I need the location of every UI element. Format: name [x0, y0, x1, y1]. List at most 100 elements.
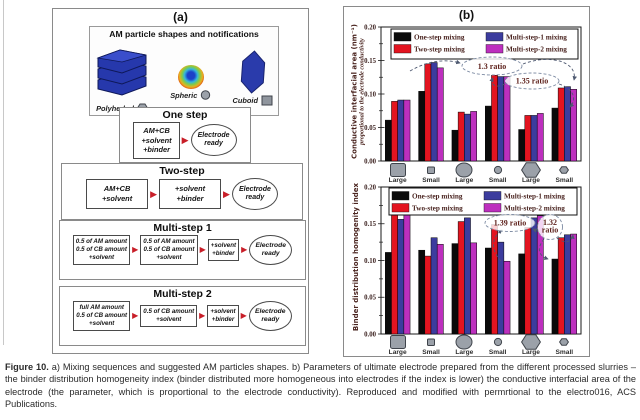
flow-arrow-icon: ▶ [241, 245, 248, 255]
flow-two-step: Two-step AM+CB +solvent ▶ +solvent +binder ▶ El… [61, 163, 303, 220]
page-edge-artifact [3, 0, 4, 345]
x-group-circle-large: Large [448, 162, 481, 184]
square-small-icon [426, 166, 435, 174]
x-group-circle-large: Large [448, 334, 481, 356]
shape-polyhedral: Polyhedral [95, 48, 149, 113]
flow-multi-step-2: Multi-step 2 full AM amount 0.5 of CB amou… [59, 286, 306, 346]
bar [430, 237, 438, 335]
flow-arrow-icon: ▶ [240, 311, 247, 321]
legend-label: Multi-step-2 mixing [504, 205, 565, 213]
bar [497, 76, 505, 162]
legend-label: Multi-step-1 mixing [506, 34, 567, 42]
bar [530, 115, 538, 162]
y-tick-label: 0.05 [364, 125, 376, 132]
square-large-icon [389, 163, 406, 177]
ratio-connector [522, 59, 577, 81]
square-icon [261, 95, 273, 106]
x-axis-label: Small [422, 177, 440, 184]
panel-a-label: (a) [173, 10, 188, 24]
bar [564, 234, 571, 335]
bar [451, 129, 459, 162]
bar [391, 202, 398, 335]
process-box: 0.5 of AM amount 0.5 of CB amount +solvent [72, 235, 131, 266]
legend-label: Multi-step-1 mixing [504, 193, 565, 201]
x-axis-label: Large [522, 177, 540, 184]
circle-large-icon [455, 334, 473, 350]
shape-cuboid: Cuboid [233, 50, 273, 106]
bar [491, 224, 498, 335]
bar [391, 101, 398, 162]
process-box: +solvent +binder [159, 179, 221, 209]
bar [451, 243, 459, 335]
bar [557, 87, 565, 162]
electrode-ready-ellipse: Electrode ready [248, 301, 292, 332]
x-axis-label: Small [422, 349, 440, 356]
ratio-connector [558, 83, 575, 108]
shape-spheric: Spheric [170, 65, 211, 100]
hexagon-small-icon [559, 338, 570, 346]
bar [403, 210, 411, 335]
x-group-circle-small: Small [481, 334, 514, 356]
panel-b: (b) Conductive interfacial area (nm⁻¹) p… [343, 6, 590, 357]
bar [464, 113, 471, 162]
electrode-ready-ellipse: Electrode ready [231, 178, 278, 210]
process-box: +solvent +binder [207, 305, 239, 328]
particle-shapes-box: AM particle shapes and notifications Pol… [89, 26, 279, 116]
bar [518, 253, 526, 335]
y-tick-label: 0.15 [364, 221, 376, 228]
legend-swatch [485, 44, 504, 54]
legend-swatch [391, 191, 410, 201]
flow-arrow-icon: ▶ [132, 245, 139, 255]
bar [418, 91, 426, 162]
bar [385, 252, 392, 335]
bar [418, 249, 426, 335]
x-group-hexagon-large: Large [514, 162, 547, 184]
bar [457, 221, 465, 335]
bar [485, 247, 492, 335]
process-box: 0.5 of AM amount 0.5 of CB amount +solvent [140, 235, 198, 266]
bar [524, 115, 532, 162]
bar [524, 227, 532, 335]
x-group-hexagon-large: Large [514, 334, 547, 356]
legend-box [388, 187, 578, 216]
ratio-connector [489, 77, 506, 87]
x-axis-label: Large [455, 177, 474, 184]
flow-arrow-icon: ▶ [199, 245, 206, 255]
binder-index-chart: 0.00 0.05 0.10 0.15 0.20 One-step mixing Two-s… [364, 184, 582, 338]
bar [536, 113, 544, 162]
bar [485, 105, 492, 162]
ratio-bubble [504, 72, 560, 90]
y-tick-label: 0.10 [364, 258, 376, 265]
hexagon-small-icon [559, 166, 570, 174]
square-large-icon [389, 335, 406, 349]
x-group-hexagon-small: Small [548, 334, 581, 356]
bar [497, 241, 505, 335]
y-tick-label: 0.10 [364, 91, 376, 98]
x-axis-shapes-bottom: Large Small Large Small Large Small [381, 334, 581, 356]
y-tick-label: 0.00 [364, 331, 376, 338]
y-tick-label: 0.20 [364, 24, 376, 31]
cuboid-particle-icon [240, 50, 265, 94]
electrode-ready-ellipse: Electrode ready [249, 235, 293, 266]
legend-label: One-step mixing [412, 193, 463, 201]
bar [570, 233, 577, 335]
process-box: full AM amount 0.5 of CB amount +solvent [73, 301, 131, 332]
process-box: AM+CB +solvent [86, 179, 149, 209]
x-group-circle-small: Small [481, 162, 514, 184]
bar [557, 237, 565, 335]
bar [518, 129, 526, 162]
circle-small-icon [493, 337, 502, 347]
ratio-label: ratio [542, 226, 558, 235]
process-box: +solvent +binder [207, 239, 240, 262]
flow-title: Multi-step 2 [153, 288, 212, 300]
x-group-square-small: Small [414, 162, 447, 184]
legend-label: One-step mixing [414, 34, 465, 42]
legend-swatch [483, 203, 502, 213]
figure-caption-label: Figure 10. [5, 362, 49, 372]
bar [436, 244, 444, 335]
bar [503, 76, 511, 162]
x-axis-label: Large [455, 349, 474, 356]
electrode-ready-ellipse: Electrode ready [190, 124, 237, 157]
ratio-bubble [537, 214, 563, 240]
